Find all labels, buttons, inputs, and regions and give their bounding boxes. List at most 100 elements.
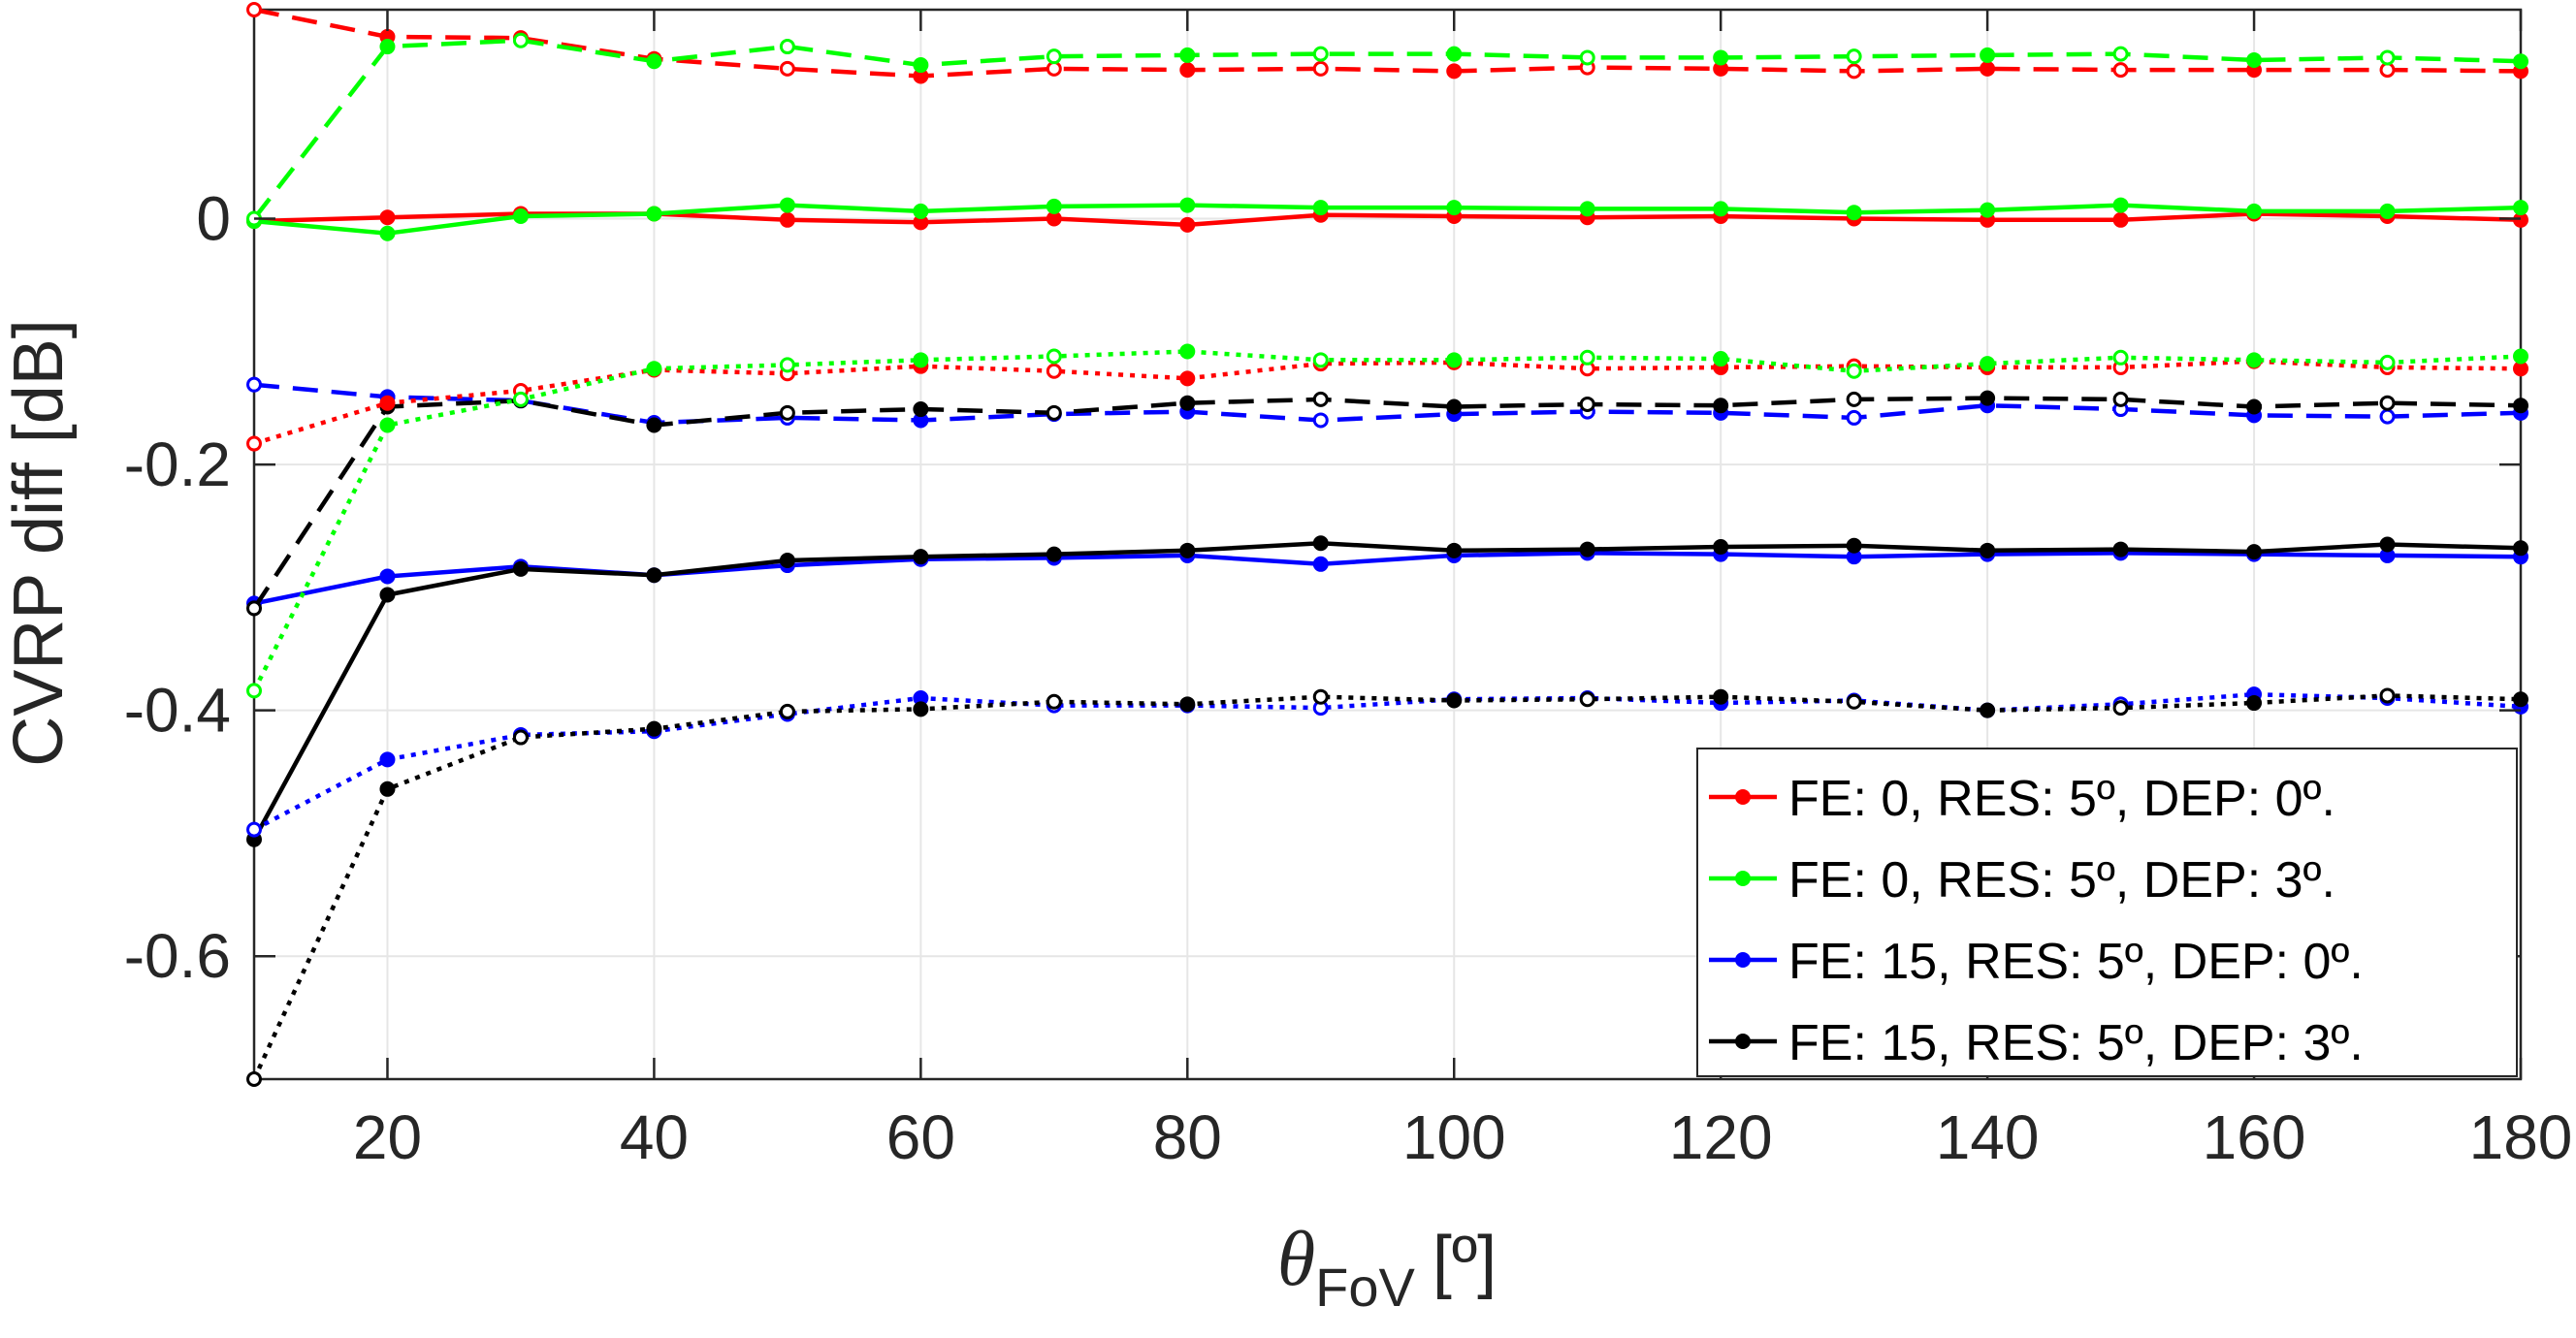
data-point [646, 53, 662, 70]
x-tick-label: 80 [1153, 1102, 1222, 1172]
data-point [2246, 352, 2263, 368]
data-point [1179, 542, 1196, 558]
data-point [1579, 49, 1595, 66]
data-point [2112, 197, 2129, 213]
x-axis-label-unit: [º] [1433, 1223, 1497, 1300]
data-point [379, 751, 396, 768]
data-point [1713, 398, 1729, 414]
legend: FE: 0, RES: 5º, DEP: 0º. FE: 0, RES: 5º, … [1696, 748, 2518, 1077]
data-point [2246, 695, 2263, 712]
data-point [1980, 47, 1996, 63]
series-line [251, 349, 2522, 692]
data-point [1846, 363, 1862, 379]
data-point [1179, 395, 1196, 411]
data-point [379, 780, 396, 797]
data-point [1046, 348, 1062, 365]
series-line [252, 396, 2522, 610]
data-point [1446, 398, 1463, 415]
data-point [1846, 409, 1862, 426]
data-point [779, 552, 795, 568]
x-axis-label-symbol: θ [1277, 1217, 1315, 1302]
series-line [252, 38, 2522, 220]
series-line [253, 203, 2522, 236]
legend-item-label: FE: 0, RES: 5º, DEP: 0º. [1788, 771, 2335, 827]
data-point [913, 352, 929, 368]
data-point [2379, 408, 2396, 425]
data-point [1179, 216, 1196, 233]
data-point [2112, 700, 2129, 717]
data-point [1579, 349, 1595, 366]
data-point [913, 57, 929, 74]
data-point [2379, 203, 2396, 219]
data-point [2112, 349, 2129, 366]
data-point [1312, 391, 1329, 407]
data-point [779, 197, 795, 213]
data-point [1446, 46, 1463, 62]
data-point [2513, 53, 2528, 70]
data-point [379, 225, 396, 241]
data-point [1846, 48, 1862, 65]
legend-box [1696, 748, 2518, 1077]
data-point [1179, 47, 1196, 63]
data-point [2246, 51, 2263, 68]
data-point [779, 357, 795, 373]
data-point [2246, 544, 2263, 560]
data-point [779, 703, 795, 719]
data-point [913, 401, 929, 418]
data-point [646, 417, 662, 433]
legend-swatch-marker [1735, 1034, 1751, 1049]
data-point [2379, 536, 2396, 553]
data-point [246, 435, 262, 452]
data-point [379, 568, 396, 585]
data-point [1179, 370, 1196, 387]
data-point [913, 549, 929, 565]
y-tick-label: -0.2 [124, 430, 231, 499]
legend-item-label: FE: 15, RES: 5º, DEP: 3º. [1788, 1015, 2364, 1071]
data-point [379, 417, 396, 433]
data-point [1312, 60, 1329, 77]
series-line [252, 540, 2522, 841]
data-point [1579, 201, 1595, 217]
data-point [1846, 693, 1862, 710]
data-point [1046, 198, 1062, 214]
data-point [646, 206, 662, 222]
data-point [1312, 200, 1329, 216]
data-point [1980, 60, 1996, 77]
data-point [1980, 202, 1996, 218]
legend-item-label: FE: 0, RES: 5º, DEP: 3º. [1788, 852, 2335, 908]
data-point [2112, 211, 2129, 228]
data-point [246, 1071, 262, 1087]
x-tick-label: 180 [2469, 1102, 2573, 1172]
data-point [1179, 62, 1196, 79]
series-line [253, 382, 2522, 426]
data-point [2513, 691, 2528, 708]
data-point [1446, 352, 1463, 368]
data-point [913, 203, 929, 219]
data-point [913, 701, 929, 717]
data-point [1179, 696, 1196, 713]
data-point [1046, 48, 1062, 65]
data-point [512, 391, 529, 407]
x-axis-label: θFoV [º] [1277, 1217, 1497, 1318]
data-point [1579, 541, 1595, 558]
data-point [2112, 541, 2129, 558]
data-point [1713, 688, 1729, 705]
data-point [2379, 687, 2396, 704]
data-point [379, 395, 396, 411]
data-point [2112, 62, 2129, 79]
data-point [646, 720, 662, 737]
data-point [1312, 352, 1329, 368]
data-point [512, 32, 529, 48]
data-point [512, 729, 529, 746]
data-point [1179, 343, 1196, 360]
x-tick-label: 40 [620, 1102, 689, 1172]
legend-swatch-marker [1735, 789, 1751, 805]
data-point [2513, 540, 2528, 557]
data-point [1579, 396, 1595, 412]
data-point [1846, 391, 1862, 407]
data-point [246, 683, 262, 699]
y-tick-label: 0 [196, 184, 231, 254]
data-point [1846, 205, 1862, 221]
series-line [253, 7, 2522, 79]
